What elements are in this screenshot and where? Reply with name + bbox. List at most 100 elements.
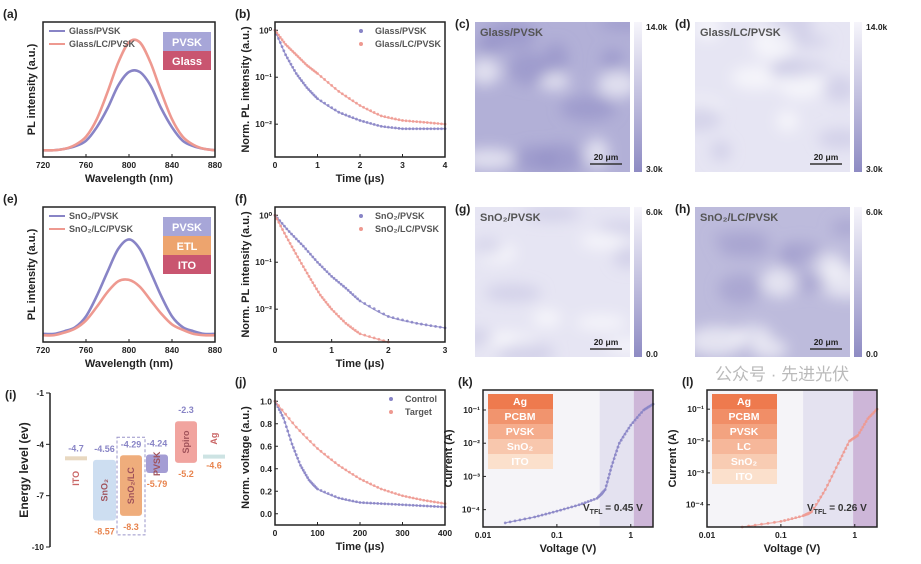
data-point (404, 495, 408, 498)
data-point (313, 258, 317, 261)
data-point (425, 127, 429, 131)
data-point (760, 522, 763, 526)
data-point (390, 490, 394, 494)
device-layer (712, 454, 777, 469)
panel-label: (k) (458, 375, 473, 389)
x-tick-label: 880 (208, 345, 222, 355)
data-point (275, 31, 279, 35)
data-point (303, 268, 307, 272)
x-tick-label: 800 (122, 345, 136, 355)
data-point (310, 91, 314, 95)
layer-name: ITO (71, 471, 81, 486)
y-tick-label: 10⁻³ (463, 471, 480, 481)
data-point (294, 72, 298, 75)
data-point (429, 127, 433, 131)
data-point (294, 252, 298, 255)
data-point (326, 455, 330, 459)
layer-label: PVSK (172, 222, 202, 234)
panel-a: (a) 720 760 800 840 880 Wavelength (nm) PL inte… (3, 7, 222, 185)
data-point (394, 126, 397, 130)
x-tick-label: 840 (165, 345, 179, 355)
data-point (429, 499, 433, 503)
data-point (432, 127, 436, 131)
data-point (425, 499, 429, 503)
series-line (42, 278, 216, 337)
data-point (586, 500, 590, 503)
x-tick-label: 300 (395, 528, 409, 538)
data-point (298, 429, 302, 433)
data-point (326, 81, 330, 84)
data-point (386, 315, 390, 318)
pl-map-d: (d) Glass/LC/PVSK 20 μm 14.0k 3.0k (675, 17, 888, 174)
data-point (287, 433, 291, 437)
legend-item: SnO₂/PVSK (359, 211, 425, 221)
data-point (287, 46, 291, 50)
data-point (415, 504, 419, 507)
panel-label: (e) (3, 192, 18, 206)
device-layer-label: PCBM (505, 411, 536, 423)
data-point (566, 506, 570, 510)
data-point (326, 303, 330, 306)
data-point (298, 258, 301, 262)
data-point (846, 443, 850, 447)
data-point (304, 247, 308, 251)
data-point (390, 126, 394, 129)
pl-map-g: (g) SnO₂/PVSK 20 μm 6.0k 0.0 (455, 202, 663, 359)
data-point (346, 288, 350, 292)
data-point (358, 299, 362, 303)
panel-label: (i) (5, 388, 16, 402)
data-point (408, 119, 411, 123)
data-point (821, 491, 825, 495)
data-point (280, 413, 284, 417)
data-point (404, 127, 408, 131)
data-point (337, 110, 341, 114)
data-point (316, 97, 319, 101)
x-axis-label: Time (μs) (336, 173, 385, 185)
data-point (794, 516, 798, 520)
data-point (365, 107, 369, 111)
data-point (328, 305, 332, 309)
data-point (358, 119, 362, 122)
data-point (859, 428, 863, 432)
data-point (369, 121, 373, 125)
data-point (422, 120, 426, 124)
data-point (287, 230, 291, 233)
data-point (610, 465, 613, 468)
data-point (279, 411, 283, 414)
data-point (286, 238, 290, 242)
data-point (362, 479, 365, 482)
data-point (323, 267, 326, 271)
data-point (301, 468, 305, 472)
panel-label: (g) (455, 202, 470, 216)
legend-item: SnO₂/PVSK (49, 211, 119, 221)
data-point (377, 337, 381, 341)
data-point (503, 521, 507, 525)
data-point (358, 501, 362, 504)
data-point (289, 62, 293, 66)
data-point (301, 244, 305, 248)
energy-layer: -4.24 -5.79 PVSK (146, 438, 168, 489)
data-point (562, 507, 566, 511)
data-point (292, 235, 296, 238)
colorbar (634, 207, 642, 357)
data-point (376, 502, 380, 505)
data-point (325, 270, 329, 274)
data-point (570, 505, 574, 509)
data-point (296, 55, 300, 58)
data-point (344, 321, 348, 325)
data-point (290, 245, 294, 249)
data-point (337, 314, 341, 318)
y-axis-label: Energy level (ev) (17, 422, 31, 517)
legend-label: Glass/PVSK (375, 26, 427, 36)
top-level-label: -4.29 (121, 439, 142, 449)
data-point (425, 121, 429, 124)
plot-frame (274, 389, 446, 526)
data-point (291, 49, 295, 53)
data-point (372, 122, 376, 126)
data-point (606, 476, 610, 480)
data-point (340, 112, 344, 115)
plot-frame (274, 206, 446, 343)
data-point (316, 72, 319, 75)
data-point (394, 117, 397, 121)
data-point (282, 49, 286, 53)
